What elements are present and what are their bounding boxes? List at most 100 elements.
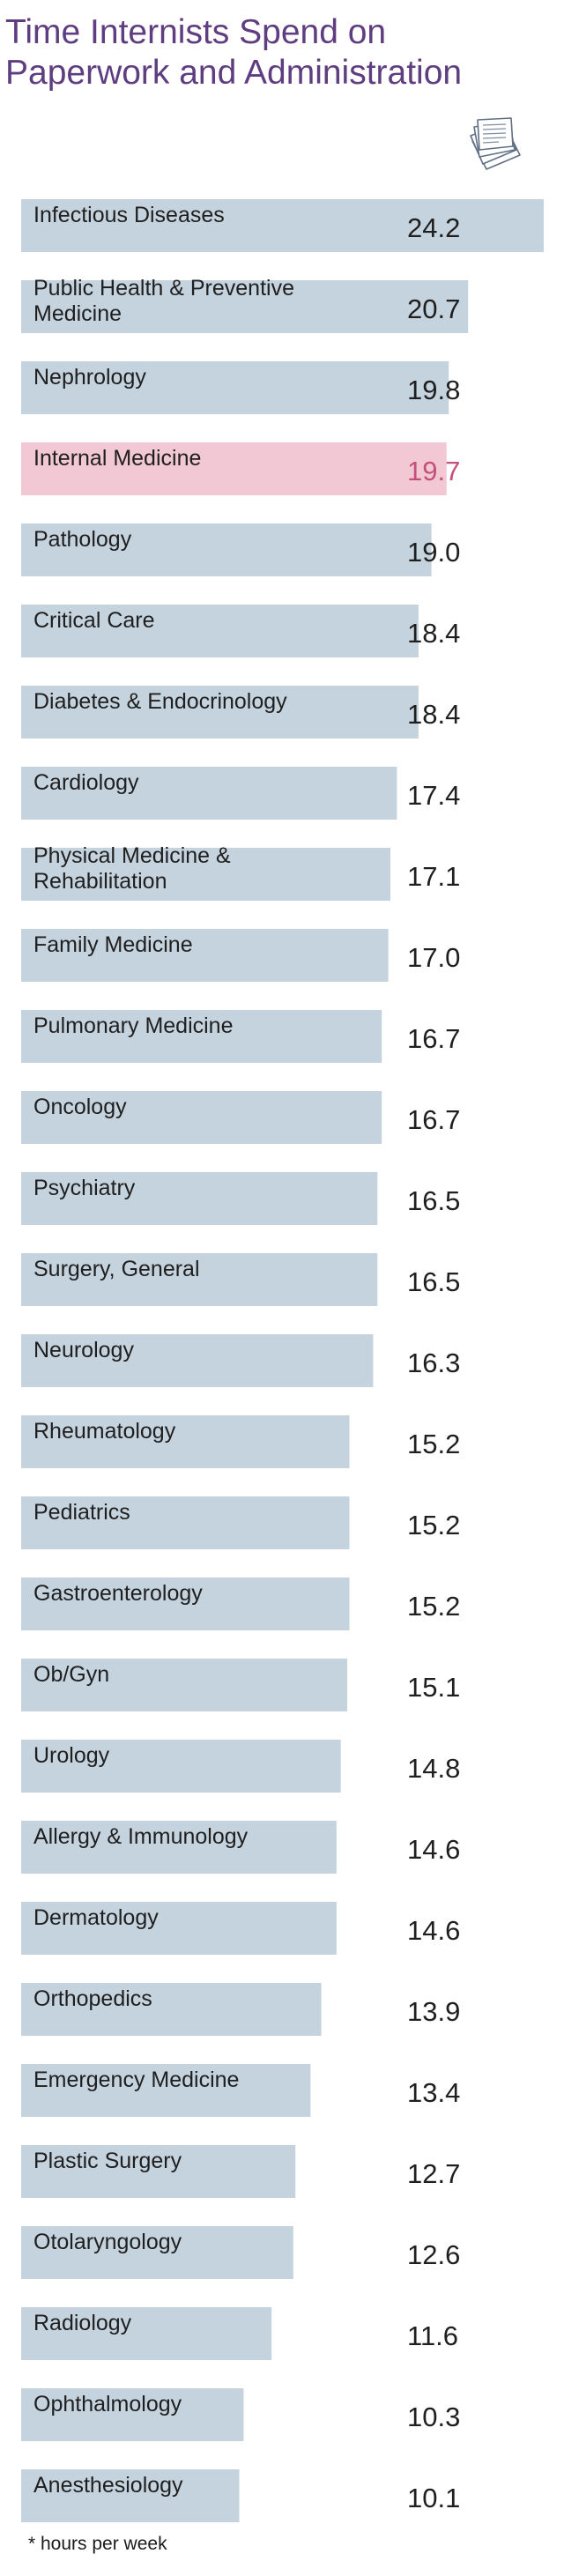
bar — [21, 2307, 272, 2360]
bar — [21, 1496, 350, 1549]
bar-group: Urology 14.8 — [21, 1740, 460, 1793]
bar — [21, 199, 544, 252]
bar — [21, 442, 447, 495]
bar-group: Oncology 16.7 — [21, 1091, 460, 1144]
bar-group: Gastroenterology 15.2 — [21, 1578, 460, 1630]
bar-group: Public Health & Preventive Medicine 20.7 — [21, 276, 469, 333]
bar-value-label: 15.2 — [407, 1591, 460, 1622]
bar — [21, 1091, 382, 1144]
bar-value-label: 15.2 — [407, 1429, 460, 1459]
bar-category-label: Ophthalmology — [33, 2392, 182, 2416]
bar — [21, 929, 389, 982]
bar-value-label: 16.7 — [407, 1023, 460, 1054]
bar-value-label: 14.6 — [407, 1834, 460, 1865]
bar — [21, 1010, 382, 1063]
bar — [21, 2469, 240, 2522]
bar-group: Ophthalmology 10.3 — [21, 2388, 460, 2441]
bar-category-label: Internal Medicine — [33, 446, 201, 471]
bar-category-label: Radiology — [33, 2311, 132, 2335]
bar-value-label: 15.2 — [407, 1510, 460, 1540]
bar-category-label: Infectious Diseases — [33, 203, 225, 227]
bar — [21, 1334, 374, 1387]
bar — [21, 2388, 244, 2441]
bar-category-label: Otolaryngology — [33, 2230, 182, 2254]
bar-value-label: 14.6 — [407, 1915, 460, 1946]
bar — [21, 605, 419, 657]
bar-group: Pulmonary Medicine 16.7 — [21, 1010, 460, 1063]
bar — [21, 1659, 347, 1711]
bar-group: Rheumatology 15.2 — [21, 1415, 460, 1468]
bar-group: Physical Medicine & Rehabilitation 17.1 — [21, 843, 460, 901]
bar-category-label: Pulmonary Medicine — [33, 1013, 234, 1038]
bar-value-label: 19.0 — [407, 537, 460, 568]
bar — [21, 1172, 378, 1225]
bar-category-label: Psychiatry — [33, 1176, 136, 1200]
bar-group: Family Medicine 17.0 — [21, 929, 460, 982]
bar-category-label: Pediatrics — [33, 1500, 130, 1525]
bar-value-label: 18.4 — [407, 699, 460, 730]
bar — [21, 1821, 337, 1874]
bar — [21, 848, 390, 901]
bar-category-label: Oncology — [33, 1095, 127, 1119]
bar-category-label: Gastroenterology — [33, 1581, 203, 1606]
bar-category-label: Urology — [33, 1743, 110, 1768]
bar-category-label: Nephrology — [33, 365, 146, 390]
bar-category-label: Orthopedics — [33, 1986, 152, 2011]
bar-value-label: 16.3 — [407, 1347, 460, 1378]
bar-value-label: 24.2 — [407, 212, 460, 243]
bar-value-label: 20.7 — [407, 293, 460, 324]
bar-category-label: Allergy & Immunology — [33, 1824, 249, 1849]
bar-value-label: 16.7 — [407, 1104, 460, 1135]
bar-group: Internal Medicine 19.7 — [21, 442, 460, 495]
bar-category-label: Physical Medicine & Rehabilitation — [33, 843, 231, 894]
bar-category-label: Plastic Surgery — [33, 2149, 182, 2173]
bar — [21, 1578, 350, 1630]
bar-group: Psychiatry 16.5 — [21, 1172, 460, 1225]
bar-group: Emergency Medicine 13.4 — [21, 2064, 460, 2117]
bar-group: Critical Care 18.4 — [21, 605, 460, 657]
bar-category-label: Ob/Gyn — [33, 1662, 109, 1687]
bar-group: Radiology 11.6 — [21, 2307, 458, 2360]
bar — [21, 1415, 350, 1468]
bar-value-label: 14.8 — [407, 1753, 460, 1784]
bar-value-label: 17.4 — [407, 780, 460, 811]
bar-category-label: Diabetes & Endocrinology — [33, 689, 287, 714]
chart-title: Time Internists Spend on Paperwork and A… — [5, 13, 463, 92]
bar-category-label: Public Health & Preventive Medicine — [33, 276, 294, 326]
bar-value-label: 12.7 — [407, 2158, 460, 2189]
bar-category-label: Rheumatology — [33, 1419, 176, 1444]
bar — [21, 2226, 293, 2279]
bar — [21, 1253, 378, 1306]
paper-stack-icon — [470, 117, 521, 170]
bar-category-label: Critical Care — [33, 608, 155, 633]
bar-group: Ob/Gyn 15.1 — [21, 1659, 460, 1711]
bar-group: Pediatrics 15.2 — [21, 1496, 460, 1549]
bar-value-label: 15.1 — [407, 1672, 460, 1703]
bar-group: Dermatology 14.6 — [21, 1902, 460, 1955]
bar-value-label: 13.4 — [407, 2077, 460, 2108]
bar — [21, 523, 432, 576]
bar-category-label: Emergency Medicine — [33, 2067, 239, 2092]
bar-category-label: Pathology — [33, 527, 132, 552]
bar-value-label: 17.1 — [407, 861, 460, 892]
bar-value-label: 19.8 — [407, 375, 460, 405]
bar-value-label: 10.3 — [407, 2402, 460, 2432]
bar-group: Cardiology 17.4 — [21, 767, 460, 820]
bar-group: Pathology 19.0 — [21, 523, 460, 576]
bar — [21, 280, 469, 333]
bar-group: Neurology 16.3 — [21, 1334, 460, 1387]
footnote: * hours per week — [28, 2534, 167, 2554]
bar-group: Nephrology 19.8 — [21, 361, 460, 414]
bar-value-label: 16.5 — [407, 1185, 460, 1216]
bar — [21, 2064, 311, 2117]
bar-category-label: Neurology — [33, 1338, 134, 1362]
bar-group: Infectious Diseases 24.2 — [21, 199, 544, 252]
bar-group: Otolaryngology 12.6 — [21, 2226, 460, 2279]
bar — [21, 686, 419, 739]
bar — [21, 767, 397, 820]
bar — [21, 361, 449, 414]
bar-category-label: Dermatology — [33, 1905, 159, 1930]
bar-value-label: 18.4 — [407, 618, 460, 649]
bar-category-label: Cardiology — [33, 770, 139, 795]
